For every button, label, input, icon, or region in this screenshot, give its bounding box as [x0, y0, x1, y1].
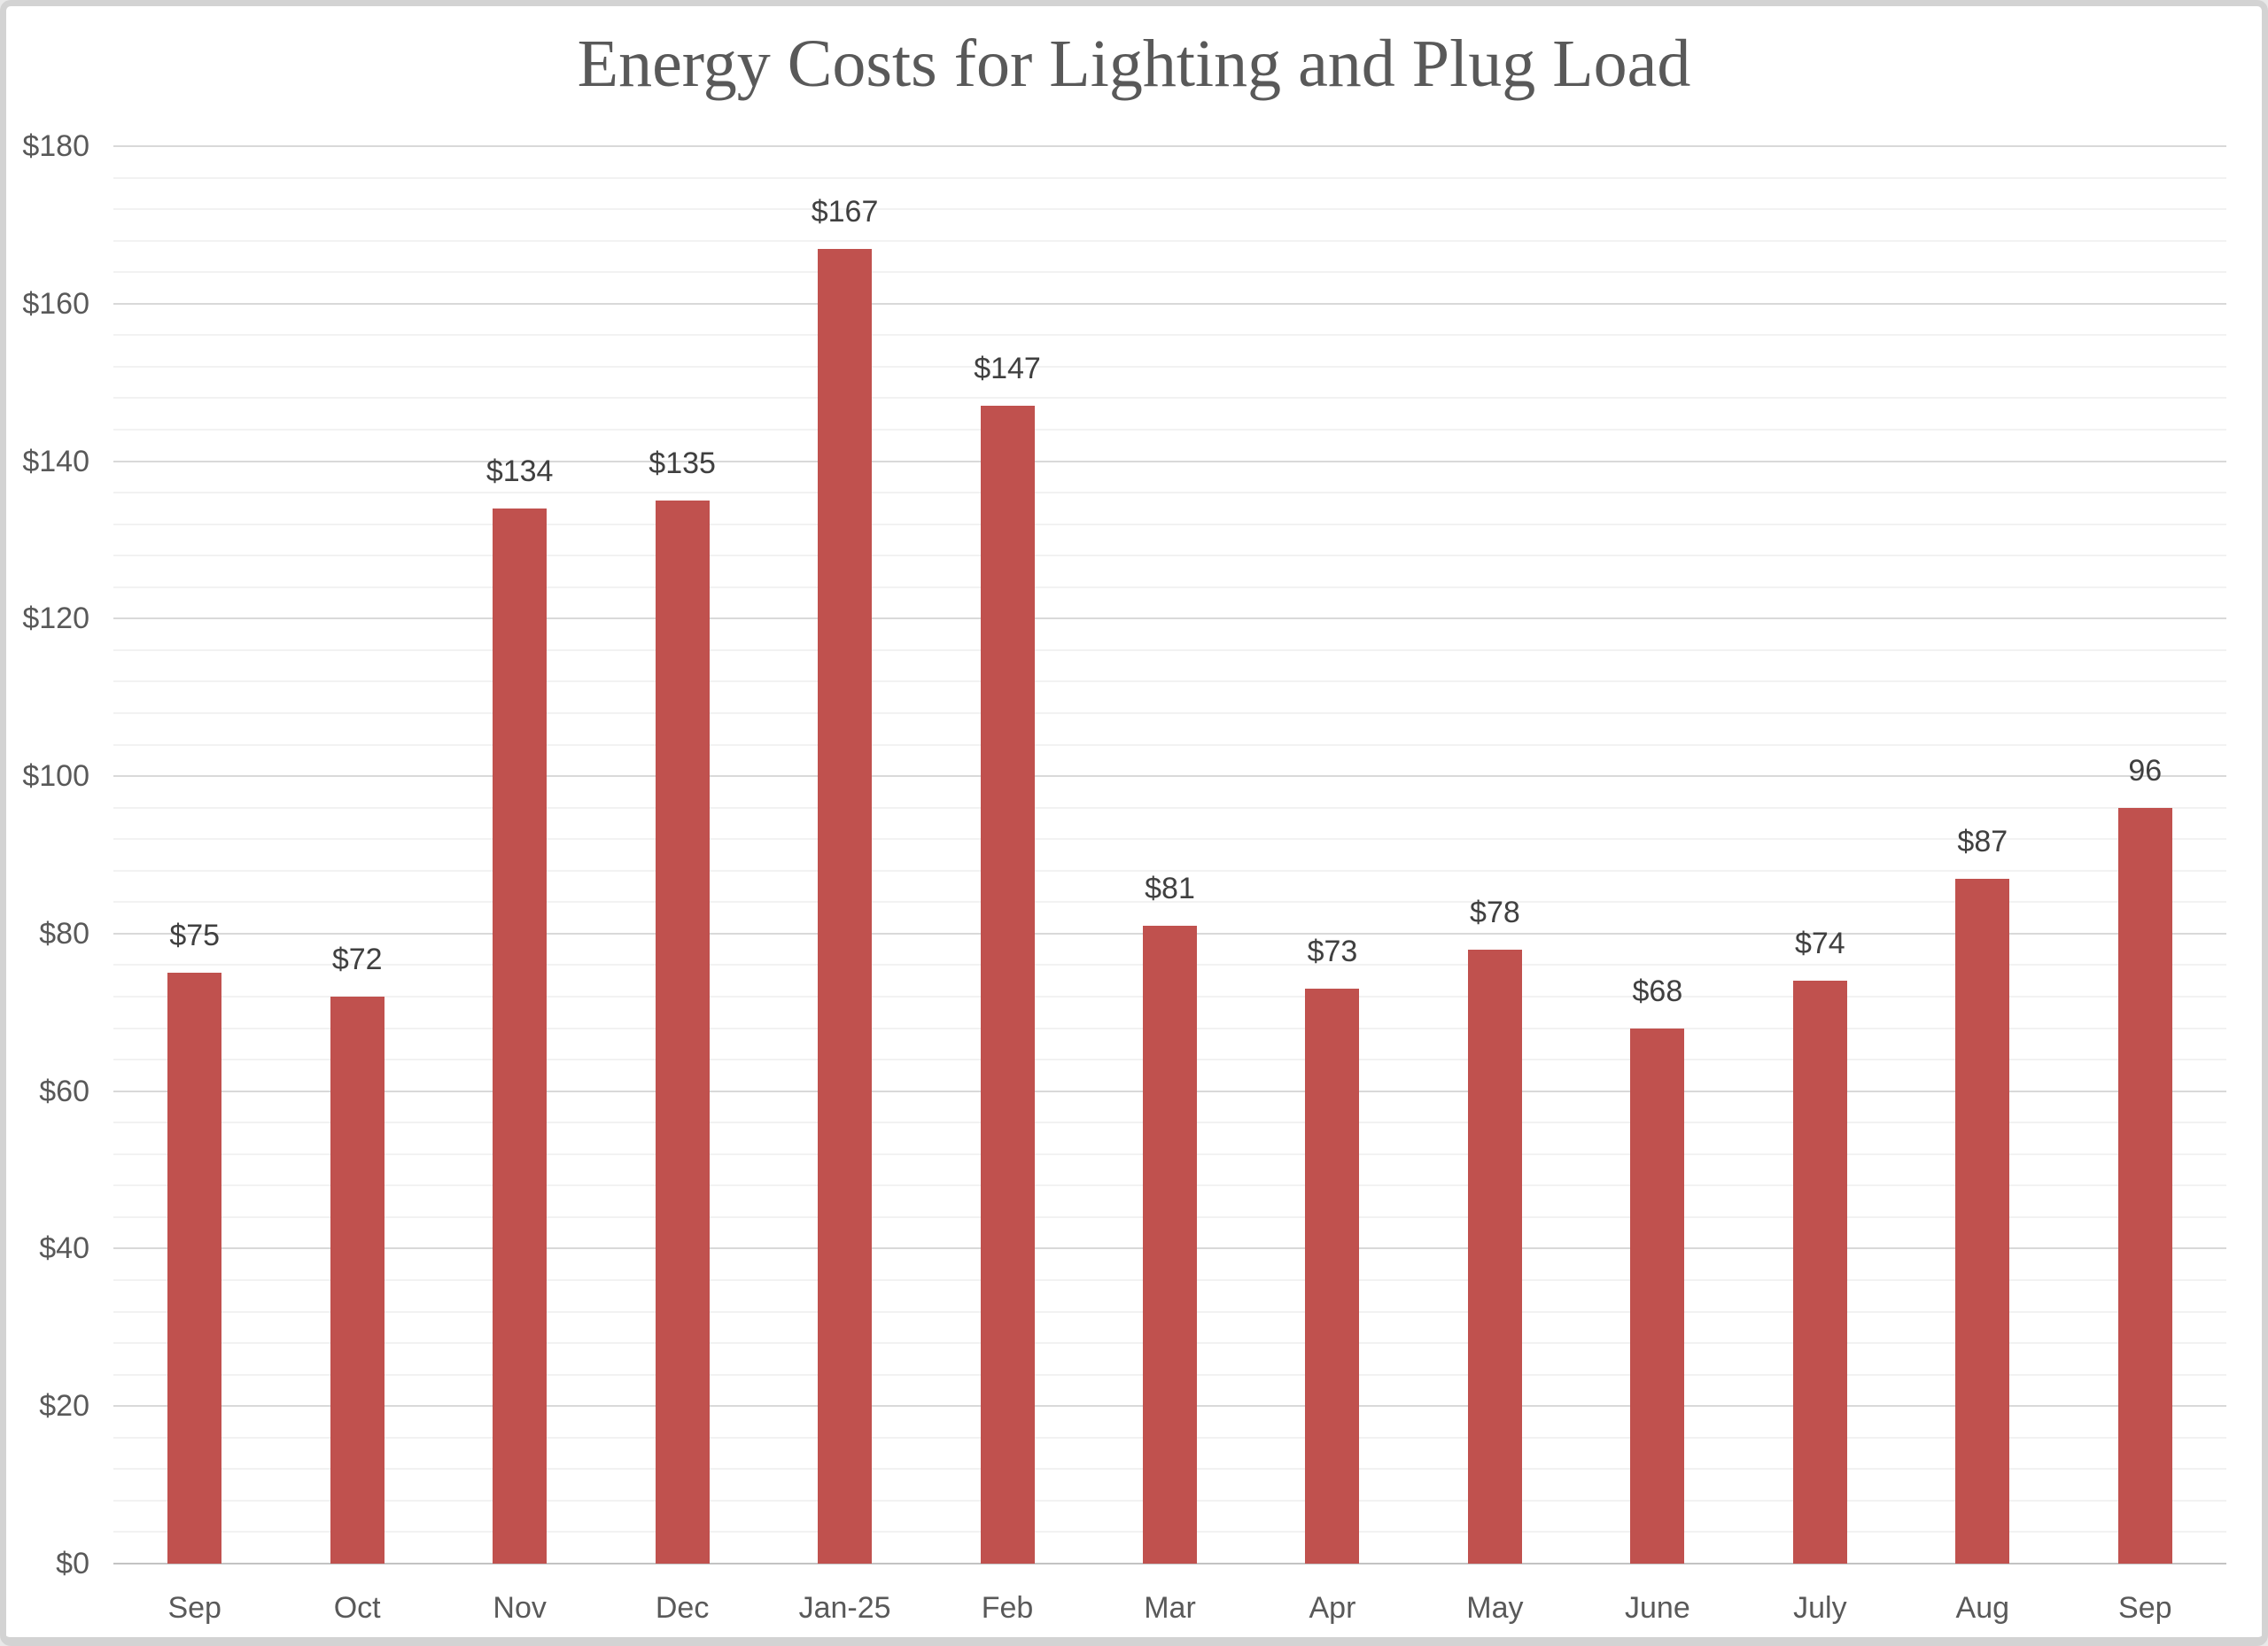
y-gridline-major	[113, 775, 2226, 778]
bar-data-label: $135	[649, 446, 716, 480]
y-gridline-minor	[113, 429, 2226, 431]
x-tick-label: July	[1793, 1591, 1847, 1625]
bar	[2117, 807, 2172, 1564]
y-gridline-major	[113, 617, 2226, 620]
chart-title: Energy Costs for Lighting and Plug Load	[577, 27, 1691, 101]
y-tick-label: $60	[39, 1074, 89, 1108]
bar-data-label: $75	[169, 919, 221, 953]
y-tick-label: $80	[39, 916, 89, 951]
y-gridline-minor	[113, 648, 2226, 651]
plot-area: $75 $72 $134 $135 $167 $147 $81 $73 $78 $68 $74 $87…	[113, 145, 2226, 1564]
y-tick-label: $140	[22, 444, 89, 478]
y-gridline-minor	[113, 838, 2226, 841]
bar	[1305, 989, 1360, 1564]
y-gridline-minor	[113, 743, 2226, 746]
bar	[1630, 1028, 1685, 1564]
y-tick-label: $120	[22, 602, 89, 636]
x-tick-label: Apr	[1309, 1591, 1356, 1625]
bar	[493, 508, 548, 1564]
y-tick-label: $0	[56, 1547, 89, 1580]
y-gridline-minor	[113, 901, 2226, 904]
bar-data-label: $134	[485, 454, 554, 488]
x-tick-label: Aug	[1955, 1591, 2010, 1625]
y-tick-label: $160	[22, 286, 89, 321]
bar-data-label: 96	[2128, 753, 2163, 788]
y-gridline-minor	[113, 712, 2226, 714]
bar	[1467, 949, 1522, 1564]
y-gridline-minor	[113, 806, 2226, 809]
y-tick-label: $20	[39, 1389, 89, 1424]
bar-data-label: $73	[1307, 935, 1358, 969]
x-tick-label: Feb	[981, 1591, 1034, 1625]
bar	[1955, 878, 2010, 1564]
x-tick-label: Nov	[493, 1591, 547, 1625]
y-gridline-minor	[113, 365, 2226, 368]
bar-data-label: $87	[1957, 824, 2008, 858]
y-gridline-minor	[113, 555, 2226, 557]
bar-data-label: $78	[1470, 895, 1520, 929]
x-axis-line	[113, 1563, 2226, 1564]
chart-canvas: Energy Costs for Lighting and Plug Load …	[6, 6, 2262, 1637]
bar-data-label: $68	[1632, 974, 1683, 1008]
x-tick-label: Mar	[1144, 1591, 1196, 1625]
bar	[1143, 926, 1197, 1564]
x-tick-label: Sep	[2118, 1591, 2172, 1625]
x-tick-label: Oct	[333, 1591, 381, 1625]
y-tick-label: $180	[22, 129, 89, 163]
y-tick-label: $40	[39, 1231, 89, 1266]
x-tick-label: June	[1625, 1591, 1690, 1625]
bar-data-label: $74	[1794, 927, 1845, 961]
y-gridline-minor	[113, 208, 2226, 211]
x-tick-label: Dec	[655, 1591, 710, 1625]
x-tick-label: Jan-25	[798, 1591, 891, 1625]
y-gridline-major	[113, 145, 2226, 147]
bar	[330, 997, 384, 1564]
y-gridline-minor	[113, 586, 2226, 588]
y-gridline-minor	[113, 523, 2226, 525]
bar	[1792, 981, 1847, 1564]
y-gridline-major	[113, 302, 2226, 305]
y-gridline-minor	[113, 334, 2226, 337]
y-gridline-minor	[113, 397, 2226, 400]
y-gridline-minor	[113, 492, 2226, 494]
y-tick-label: $100	[22, 759, 89, 794]
bar	[818, 248, 873, 1564]
bar	[167, 973, 222, 1564]
bar	[980, 406, 1035, 1564]
x-tick-label: May	[1466, 1591, 1524, 1625]
bar	[655, 501, 710, 1564]
y-gridline-minor	[113, 239, 2226, 242]
x-tick-label: Sep	[167, 1591, 221, 1625]
y-gridline-minor	[113, 869, 2226, 872]
y-gridline-minor	[113, 680, 2226, 683]
bar-data-label: $81	[1145, 872, 1195, 905]
bar-data-label: $72	[331, 943, 383, 976]
bar-data-label: $147	[974, 352, 1041, 386]
y-gridline-minor	[113, 271, 2226, 274]
bar-data-label: $167	[811, 194, 879, 229]
y-gridline-major	[113, 460, 2226, 462]
y-gridline-minor	[113, 176, 2226, 179]
